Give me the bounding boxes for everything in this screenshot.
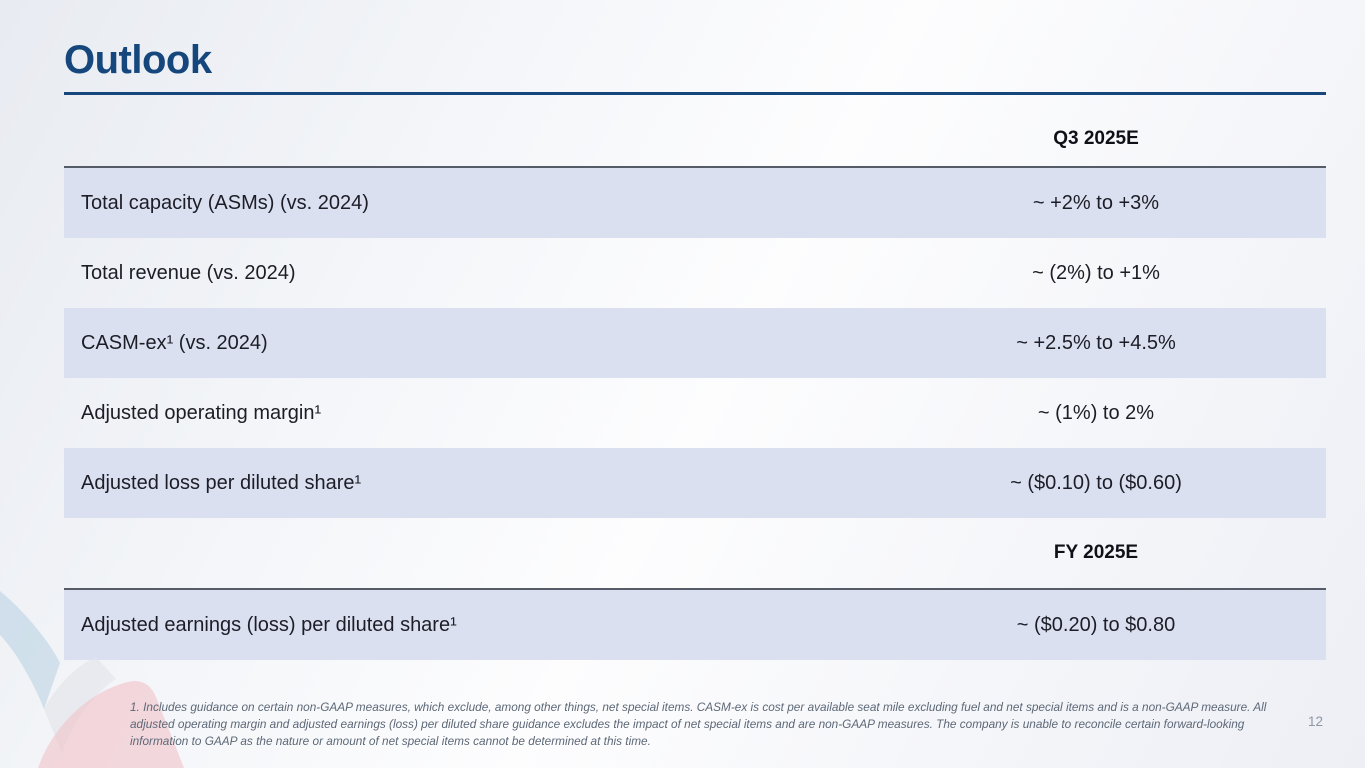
row-label: CASM-ex¹ (vs. 2024): [81, 331, 268, 354]
column-header: Q3 2025E: [1053, 128, 1139, 149]
table-row: Total capacity (ASMs) (vs. 2024) ~ +2% t…: [64, 168, 1326, 238]
table-row: Total revenue (vs. 2024) ~ (2%) to +1%: [64, 238, 1326, 308]
table-row: Adjusted earnings (loss) per diluted sha…: [64, 590, 1326, 660]
guidance-table: Q3 2025E Total capacity (ASMs) (vs. 2024…: [64, 112, 1326, 660]
title-underline: [64, 92, 1326, 95]
row-value: ~ (1%) to 2%: [1037, 401, 1155, 424]
airline-flight-symbol-icon: [0, 591, 184, 768]
row-value: ~ +2% to +3%: [1032, 191, 1160, 214]
table-row: CASM-ex¹ (vs. 2024) ~ +2.5% to +4.5%: [64, 308, 1326, 378]
row-label: Total capacity (ASMs) (vs. 2024): [81, 191, 369, 214]
table-section-header-fy: FY 2025E: [64, 518, 1326, 588]
row-label: Adjusted loss per diluted share¹: [81, 471, 362, 494]
column-header: FY 2025E: [1053, 542, 1139, 563]
row-value: ~ ($0.10) to ($0.60): [1010, 471, 1182, 494]
row-value: ~ +2.5% to +4.5%: [1016, 331, 1176, 354]
table-rule: [64, 166, 1326, 168]
row-label: Total revenue (vs. 2024): [81, 261, 296, 284]
table-section-header-q3: Q3 2025E: [64, 112, 1326, 166]
footnote: 1. Includes guidance on certain non-GAAP…: [130, 700, 1267, 748]
row-value: ~ ($0.20) to $0.80: [1016, 613, 1176, 636]
row-value: ~ (2%) to +1%: [1032, 261, 1160, 284]
page-title: Outlook: [64, 38, 212, 82]
row-label: Adjusted earnings (loss) per diluted sha…: [81, 613, 457, 636]
page-number: 12: [1308, 714, 1324, 729]
table-rule: [64, 588, 1326, 590]
table-row: Adjusted loss per diluted share¹ ~ ($0.1…: [64, 448, 1326, 518]
table-row: Adjusted operating margin¹ ~ (1%) to 2%: [64, 378, 1326, 448]
row-label: Adjusted operating margin¹: [81, 401, 322, 424]
